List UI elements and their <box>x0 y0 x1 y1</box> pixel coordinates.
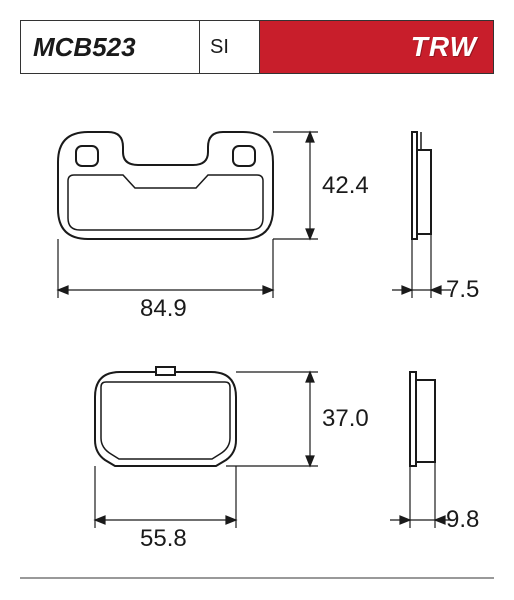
product-code: MCB523 <box>33 32 136 63</box>
pad-bottom-side <box>410 372 435 466</box>
dim-label-bottom-thickness: 9.8 <box>446 506 479 534</box>
pad-top-front <box>58 132 273 239</box>
dim-top-thickness <box>392 234 451 298</box>
drawing-svg <box>20 90 494 580</box>
dim-bottom-height <box>226 372 318 466</box>
brand-logo: TRW <box>411 31 477 63</box>
technical-drawing: 42.4 84.9 7.5 37.0 55.8 9.8 <box>20 90 494 580</box>
dim-top-width <box>58 239 273 298</box>
dim-top-height <box>273 132 318 239</box>
dim-bottom-width <box>95 466 236 528</box>
dim-label-top-thickness: 7.5 <box>446 276 479 304</box>
header: MCB523 SI TRW <box>20 20 494 74</box>
variant-label: SI <box>210 36 229 59</box>
dim-label-bottom-height: 37.0 <box>322 405 369 433</box>
dim-label-top-width: 84.9 <box>140 295 187 323</box>
brand-box: TRW <box>260 20 494 74</box>
pad-top-side <box>412 132 431 239</box>
product-code-box: MCB523 <box>20 20 200 74</box>
pad-bottom-front <box>95 367 236 466</box>
variant-box: SI <box>200 20 260 74</box>
dim-label-bottom-width: 55.8 <box>140 525 187 553</box>
dim-label-top-height: 42.4 <box>322 172 369 200</box>
